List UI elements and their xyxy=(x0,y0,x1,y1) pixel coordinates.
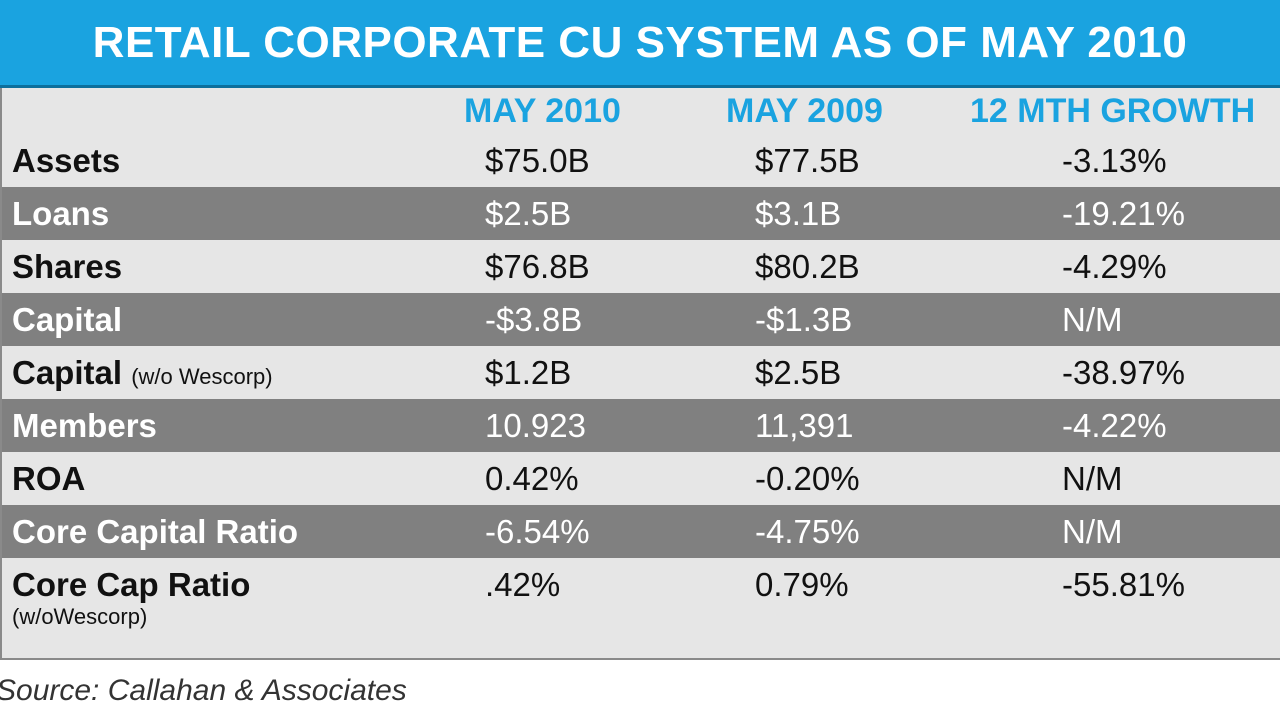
cell-may-2010: $2.5B xyxy=(485,195,572,232)
table-row: Assets $75.0B $77.5B -3.13% xyxy=(2,134,1280,187)
cell-may-2010: $75.0B xyxy=(485,142,590,179)
row-label: Core Capital Ratio xyxy=(12,513,299,550)
cell-may-2009: $2.5B xyxy=(755,354,842,391)
table-row: Capital -$3.8B -$1.3B N/M xyxy=(2,293,1280,346)
cell-growth: -55.81% xyxy=(1062,566,1185,603)
row-label: Assets xyxy=(12,142,121,179)
table-title: RETAIL CORPORATE CU SYSTEM AS OF MAY 201… xyxy=(92,17,1188,67)
cell-may-2010: .42% xyxy=(485,566,561,603)
column-header-growth: 12 MTH GROWTH xyxy=(970,92,1256,130)
cell-may-2010: $76.8B xyxy=(485,248,590,285)
cell-may-2010: 10.923 xyxy=(485,407,586,444)
cell-may-2009: -4.75% xyxy=(755,513,860,550)
table-row: Shares $76.8B $80.2B -4.29% xyxy=(2,240,1280,293)
row-label: Core Cap Ratio xyxy=(12,566,251,603)
cell-may-2009: 0.79% xyxy=(755,566,849,603)
table-row: Members 10.923 11,391 -4.22% xyxy=(2,399,1280,452)
cell-may-2009: -$1.3B xyxy=(755,301,853,338)
title-bar: RETAIL CORPORATE CU SYSTEM AS OF MAY 201… xyxy=(0,0,1280,88)
table-row: Core Capital Ratio -6.54% -4.75% N/M xyxy=(2,505,1280,558)
column-header-may-2010: MAY 2010 xyxy=(464,92,621,130)
cell-growth: N/M xyxy=(1062,460,1123,497)
cell-may-2010: 0.42% xyxy=(485,460,579,497)
cell-growth: -19.21% xyxy=(1062,195,1185,232)
cell-may-2010: -$3.8B xyxy=(485,301,583,338)
cell-may-2009: $3.1B xyxy=(755,195,842,232)
cell-may-2010: $1.2B xyxy=(485,354,572,391)
cell-growth: N/M xyxy=(1062,301,1123,338)
table-row: Loans $2.5B $3.1B -19.21% xyxy=(2,187,1280,240)
row-label: Capital (w/o Wescorp) xyxy=(12,354,273,391)
cell-growth: -4.22% xyxy=(1062,407,1167,444)
data-table: MAY 2010 MAY 2009 12 MTH GROWTH Assets $… xyxy=(0,88,1280,660)
column-header-row: MAY 2010 MAY 2009 12 MTH GROWTH xyxy=(2,88,1280,134)
source-credit: Source: Callahan & Associates xyxy=(0,674,407,707)
row-label: Members xyxy=(12,407,157,444)
row-label: Loans xyxy=(12,195,110,232)
cell-may-2010: -6.54% xyxy=(485,513,590,550)
row-label: Capital xyxy=(12,301,123,338)
cell-may-2009: -0.20% xyxy=(755,460,860,497)
column-header-may-2009: MAY 2009 xyxy=(726,92,883,130)
row-label: ROA xyxy=(12,460,86,497)
cell-may-2009: $80.2B xyxy=(755,248,860,285)
row-label-suffix: (w/o Wescorp) xyxy=(131,364,273,389)
row-label: Shares xyxy=(12,248,123,285)
cell-growth: -38.97% xyxy=(1062,354,1185,391)
table-row: Core Cap Ratio (w/oWescorp) .42% 0.79% -… xyxy=(2,558,1280,650)
cell-growth: -4.29% xyxy=(1062,248,1167,285)
row-sublabel: (w/oWescorp) xyxy=(12,604,148,629)
cell-may-2009: 11,391 xyxy=(755,407,854,444)
cell-growth: N/M xyxy=(1062,513,1123,550)
cell-may-2009: $77.5B xyxy=(755,142,860,179)
cell-growth: -3.13% xyxy=(1062,142,1167,179)
table-row: ROA 0.42% -0.20% N/M xyxy=(2,452,1280,505)
table-row: Capital (w/o Wescorp) $1.2B $2.5B -38.97… xyxy=(2,346,1280,399)
